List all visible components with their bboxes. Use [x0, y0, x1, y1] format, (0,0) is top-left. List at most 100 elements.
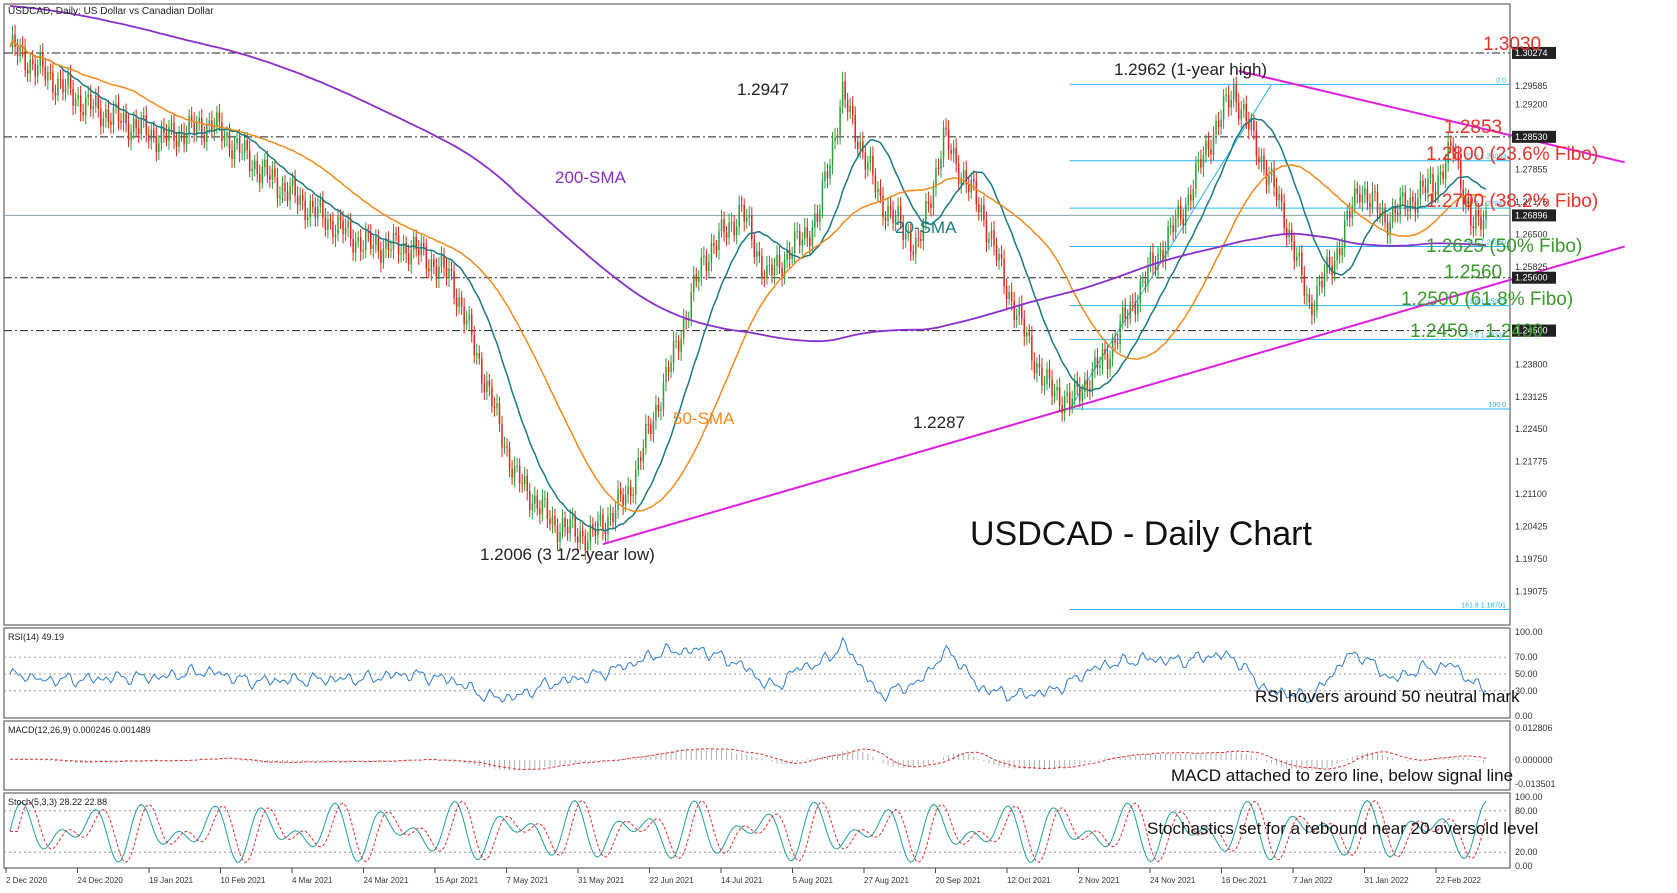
- date-tick-14: 12 Oct 2021: [1007, 876, 1051, 885]
- candle-body: [824, 171, 826, 182]
- candle-body: [1217, 120, 1220, 127]
- candle-body: [955, 147, 957, 164]
- price-tick-5: 1.27855: [1515, 164, 1548, 174]
- candle-body: [619, 489, 622, 495]
- candle-body: [761, 255, 763, 277]
- candle-body: [256, 160, 259, 175]
- candle-body: [402, 242, 405, 254]
- candle-body: [1066, 392, 1068, 397]
- candle-body: [1073, 380, 1076, 399]
- candle-body: [1081, 391, 1084, 401]
- candle-body: [566, 526, 569, 534]
- candle-body: [296, 195, 299, 205]
- candle-body: [1396, 212, 1399, 215]
- candle-body: [907, 232, 909, 234]
- candle-body: [407, 253, 410, 265]
- candle-body: [190, 115, 193, 122]
- candle-body: [1401, 192, 1404, 197]
- rsi-note: RSI hovers around 50 neutral mark: [1255, 687, 1520, 706]
- candle-body: [1301, 252, 1303, 276]
- candle-body: [236, 138, 238, 144]
- candle-body: [680, 338, 682, 352]
- price-tag-bg-7: [1512, 209, 1556, 222]
- candle-body: [867, 162, 869, 170]
- price-tick-3: 1.29200: [1515, 100, 1548, 110]
- candle-body: [930, 203, 932, 209]
- candle-body: [228, 132, 231, 150]
- candle-body: [49, 72, 52, 74]
- candle-body: [551, 516, 554, 525]
- date-tick-9: 22 Jun 2021: [650, 876, 695, 885]
- candle-body: [629, 486, 632, 497]
- candle-body: [387, 238, 390, 251]
- candle-body: [1422, 180, 1424, 187]
- candle-body: [150, 129, 153, 141]
- candle-body: [735, 226, 738, 236]
- candle-body: [1417, 198, 1419, 213]
- sma-50-line: [9, 39, 1487, 513]
- candle-body: [783, 260, 786, 277]
- fibo-label-7: 161.8 1.18701: [1461, 603, 1506, 610]
- candle-body: [1328, 256, 1331, 266]
- candle-body: [534, 495, 536, 504]
- candle-body: [597, 520, 599, 536]
- candle-body: [614, 510, 617, 523]
- candle-body: [289, 186, 291, 201]
- candle-body: [1407, 209, 1409, 212]
- price-tag-bg-4: [1512, 130, 1556, 143]
- candle-body: [1041, 367, 1043, 386]
- candle-body: [1154, 265, 1157, 270]
- candle-body: [846, 99, 849, 112]
- candle-body: [183, 132, 185, 145]
- label-1-2625: 1.2625 (50% Fibo): [1426, 236, 1582, 257]
- candle-body: [1106, 353, 1109, 370]
- candle-body: [811, 227, 814, 246]
- candle-body: [894, 215, 897, 224]
- candle-body: [549, 519, 551, 525]
- candle-body: [491, 386, 493, 407]
- candle-body: [435, 266, 438, 279]
- candle-body: [1412, 197, 1414, 202]
- date-tick-1: 24 Dec 2020: [78, 876, 124, 885]
- candle-body: [516, 465, 518, 467]
- chart-title: USDCAD - Daily Chart: [970, 515, 1312, 553]
- candle-body: [291, 178, 294, 187]
- candle-body: [370, 232, 372, 249]
- candle-body: [463, 306, 465, 325]
- candle-body: [165, 133, 168, 141]
- candle-body: [925, 201, 927, 224]
- candle-body: [178, 132, 180, 147]
- candle-body: [1124, 307, 1126, 319]
- candle-body: [1356, 188, 1359, 195]
- candle-body: [725, 232, 728, 238]
- candle-body: [344, 227, 347, 235]
- candle-body: [879, 188, 882, 196]
- candle-body: [710, 243, 713, 263]
- price-tick-16: 1.21775: [1515, 457, 1548, 467]
- candle-body: [1061, 405, 1063, 413]
- stoch-main-line: [9, 799, 1487, 863]
- candle-body: [1119, 321, 1121, 344]
- candle-body: [1306, 294, 1308, 296]
- candle-body: [198, 118, 200, 124]
- candle-body: [1366, 188, 1369, 203]
- candle-body: [650, 424, 652, 434]
- stoch-tick-0: 100.00: [1515, 792, 1543, 802]
- candle-body: [960, 178, 962, 185]
- candle-body: [640, 457, 642, 462]
- candle-body: [87, 94, 89, 98]
- stoch-note: Stochastics set for a rebound near 20 ov…: [1147, 819, 1538, 838]
- candle-body: [738, 204, 740, 227]
- candle-body: [968, 184, 970, 193]
- candle-body: [940, 158, 942, 169]
- fibo-label-0: 0.0: [1496, 77, 1506, 84]
- candle-body: [1449, 141, 1452, 146]
- candle-body: [526, 475, 528, 491]
- candle-body: [354, 241, 357, 253]
- candle-body: [581, 530, 584, 537]
- candle-body: [309, 201, 312, 218]
- candle-body: [62, 79, 64, 93]
- candle-body: [1394, 205, 1396, 213]
- candle-body: [26, 69, 29, 74]
